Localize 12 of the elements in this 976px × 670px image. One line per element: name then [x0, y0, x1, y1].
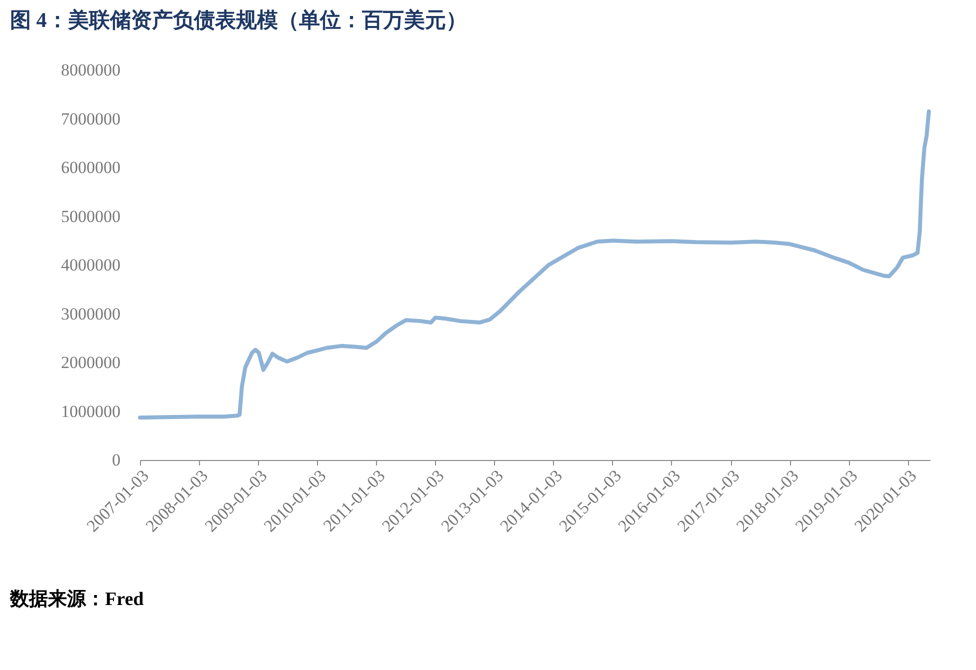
y-tick-label: 0 [112, 450, 120, 470]
y-tick-label: 8000000 [61, 60, 120, 80]
y-tick-label: 7000000 [61, 109, 120, 128]
y-tick-label: 4000000 [61, 256, 120, 274]
y-tick-label: 6000000 [61, 158, 120, 177]
source-note: 数据来源：Fred [9, 588, 144, 610]
y-tick-label: 1000000 [61, 402, 120, 421]
y-tick-label: 2000000 [61, 353, 120, 372]
line-series [138, 109, 931, 420]
y-tick-label: 5000000 [61, 206, 120, 226]
chart-title: 图 4：美联储资产负债表规模（单位：百万美元） [10, 8, 467, 32]
y-tick-label: 3000000 [61, 304, 120, 324]
